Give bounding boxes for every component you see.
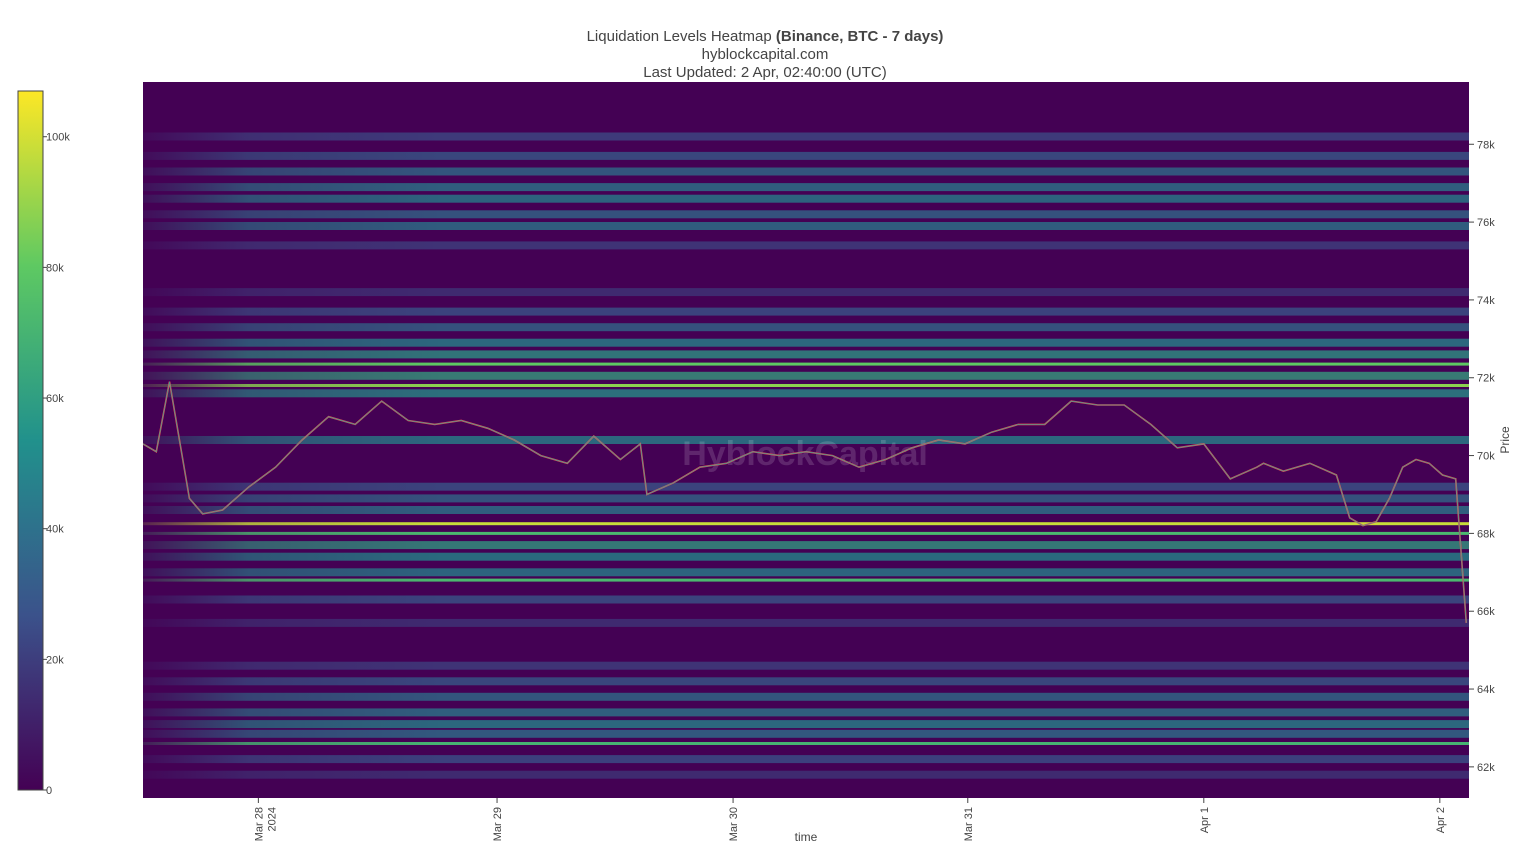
liquidation-band-2 [143, 167, 1469, 176]
x-tick-label-2-0: Mar 30 [728, 807, 740, 841]
liquidation-band-36 [143, 755, 1469, 764]
liquidation-band-27 [143, 595, 1469, 604]
colorbar-tick-label-1: 20k [46, 654, 64, 666]
colorbar [17, 90, 44, 791]
colorbar-tick-label-3: 60k [46, 393, 64, 405]
y-tick-label-2: 66k [1477, 606, 1495, 618]
x-tick-label-4-0: Apr 1 [1199, 807, 1211, 833]
colorbar-tick-label-0: 0 [46, 785, 52, 797]
liquidation-band-6 [143, 222, 1469, 230]
liquidation-band-0 [143, 132, 1469, 141]
y-tick-label-8: 78k [1477, 139, 1495, 151]
x-tick-label-0-0: Mar 28 [253, 807, 265, 841]
liquidation-band-12 [143, 350, 1469, 359]
x-tick-label-1-0: Mar 29 [492, 807, 504, 841]
liquidation-band-19 [143, 494, 1469, 503]
liquidation-band-1 [143, 151, 1469, 160]
liquidation-band-37 [143, 770, 1469, 779]
x-tick-label-3-0: Mar 31 [963, 807, 975, 841]
liquidation-band-32 [143, 708, 1469, 717]
liquidation-band-29 [143, 661, 1469, 670]
y-tick-label-7: 76k [1477, 217, 1495, 229]
liquidation-band-20 [143, 506, 1469, 514]
x-axis-label: time [795, 830, 818, 844]
y-tick-label-1: 64k [1477, 684, 1495, 696]
chart-title: Liquidation Levels Heatmap (Binance, BTC… [587, 28, 944, 45]
liquidation-band-11 [143, 338, 1469, 347]
colorbar-tick-label-5: 100k [46, 132, 70, 144]
y-tick-label-5: 72k [1477, 373, 1495, 385]
y-tick-label-4: 70k [1477, 451, 1495, 463]
liquidation-band-26 [143, 578, 1469, 582]
liquidation-band-34 [143, 729, 1469, 738]
liquidation-band-17 [143, 436, 1469, 444]
liquidation-band-13 [143, 362, 1469, 366]
liquidation-band-35 [143, 742, 1469, 745]
liquidation-band-7 [143, 241, 1469, 250]
y-tick-label-0: 62k [1477, 762, 1495, 774]
plot-area: HyblockCapital [143, 82, 1469, 798]
watermark: HyblockCapital [682, 435, 928, 473]
y-tick-label-3: 68k [1477, 528, 1495, 540]
liquidation-band-18 [143, 482, 1469, 491]
liquidation-band-21 [143, 522, 1469, 526]
y-axis-ticks: 62k 64k 66k 68k 70k 72k 74k 76k 78k [1469, 139, 1495, 774]
title-bold: (Binance, BTC - 7 days) [776, 28, 944, 45]
liquidation-band-4 [143, 194, 1469, 203]
x-axis-ticks: Mar 28 2024 Mar 29 Mar 30 Mar 31 Apr 1 Apr 2 [253, 798, 1447, 841]
y-tick-label-6: 74k [1477, 295, 1495, 307]
liquidation-band-28 [143, 618, 1469, 627]
chart-source: hyblockcapital.com [702, 46, 829, 63]
colorbar-ticks: 0 20k 40k 60k 80k 100k [43, 132, 70, 797]
liquidation-band-23 [143, 541, 1469, 550]
liquidation-band-31 [143, 692, 1469, 701]
liquidation-band-33 [143, 720, 1469, 729]
heatmap-fade [143, 82, 443, 798]
liquidation-band-25 [143, 568, 1469, 577]
liquidation-band-5 [143, 210, 1469, 219]
liquidation-band-24 [143, 552, 1469, 561]
colorbar-tick-label-4: 80k [46, 262, 64, 274]
liquidation-band-8 [143, 288, 1469, 297]
price-series-line-up [143, 381, 1467, 623]
last-updated: Last Updated: 2 Apr, 02:40:00 (UTC) [643, 64, 886, 81]
liquidation-band-3 [143, 183, 1469, 192]
x-tick-label-5-0: Apr 2 [1435, 807, 1447, 833]
liquidation-band-9 [143, 307, 1469, 316]
x-tick-label-0-1: 2024 [266, 807, 278, 831]
title-prefix: Liquidation Levels Heatmap [587, 28, 772, 45]
liquidation-band-16 [143, 389, 1469, 398]
liquidation-band-22 [143, 531, 1469, 535]
liquidation-band-14 [143, 371, 1469, 380]
colorbar-tick-label-2: 40k [46, 524, 64, 536]
liquidation-band-30 [143, 677, 1469, 686]
liquidation-band-10 [143, 323, 1469, 332]
y-axis-label: Price [1498, 426, 1512, 454]
liquidation-bands [143, 132, 1469, 779]
liquidation-band-15 [143, 384, 1469, 387]
